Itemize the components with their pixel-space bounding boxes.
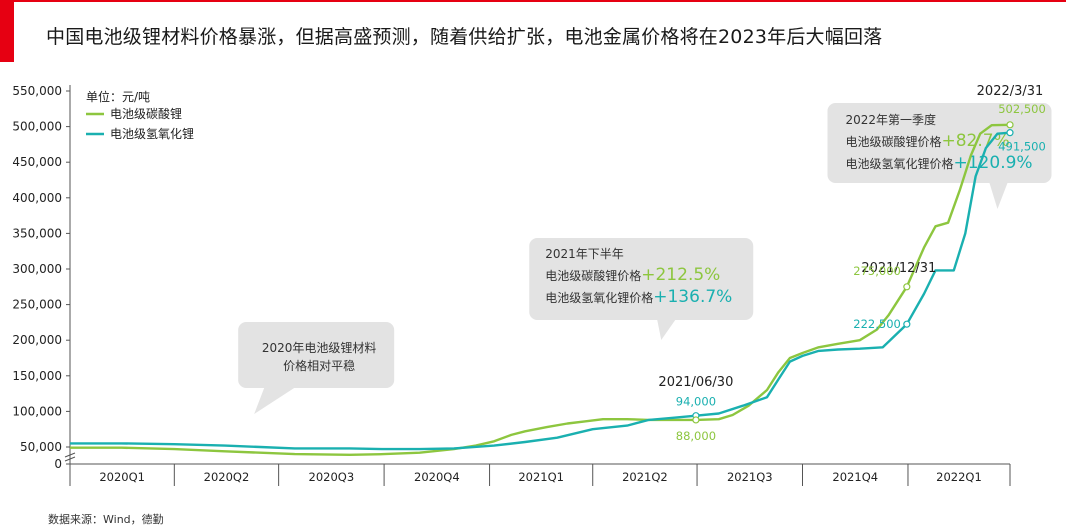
- y-tick-label: 250,000: [12, 298, 62, 312]
- y-tick-label: 550,000: [12, 84, 62, 98]
- y-tick-label: 0: [54, 457, 62, 471]
- legend-label: 电池级碳酸锂: [110, 106, 182, 121]
- y-tick-label: 50,000: [20, 440, 62, 454]
- callout-row-value: +136.7%: [653, 287, 732, 307]
- y-tick-label: 100,000: [12, 404, 62, 418]
- annotation-marker: [693, 417, 699, 423]
- annotation-value: 491,500: [998, 140, 1046, 154]
- y-tick-label: 350,000: [12, 226, 62, 240]
- x-category-label: 2021Q3: [727, 470, 773, 484]
- annotation-value: 275,000: [853, 264, 901, 278]
- callout-heading: 2022年第一季度: [845, 112, 936, 127]
- x-category-label: 2020Q3: [309, 470, 355, 484]
- x-category-label: 2022Q1: [936, 470, 982, 484]
- callout-row-label: 电池级氢氧化锂价格: [845, 156, 953, 171]
- y-tick-label: 200,000: [12, 333, 62, 347]
- annotation-value: 502,500: [998, 102, 1046, 116]
- annotation-value: 94,000: [676, 395, 716, 409]
- annotation-marker: [904, 284, 910, 290]
- y-tick-label: 500,000: [12, 120, 62, 134]
- x-category-label: 2021Q4: [832, 470, 878, 484]
- annotation-date: 2021/06/30: [658, 375, 733, 390]
- y-tick-label: 400,000: [12, 191, 62, 205]
- callout-row-label: 电池级氢氧化锂价格: [545, 290, 653, 305]
- annotation-marker: [1007, 122, 1013, 128]
- annotation-value: 88,000: [676, 429, 716, 443]
- x-category-label: 2021Q2: [622, 470, 668, 484]
- callout-line: 2020年电池级锂材料: [262, 340, 377, 355]
- callout-row-label: 电池级碳酸锂价格: [545, 268, 641, 283]
- annotation-value: 222,500: [853, 317, 901, 331]
- legend-label: 电池级氢氧化锂: [110, 126, 194, 141]
- annotation-date: 2022/3/31: [977, 84, 1044, 99]
- annotation-marker: [904, 321, 910, 327]
- unit-note: 单位：元/吨: [86, 89, 150, 104]
- annotation-marker: [1007, 130, 1013, 136]
- x-category-label: 2021Q1: [518, 470, 564, 484]
- x-category-label: 2020Q4: [414, 470, 460, 484]
- x-category-label: 2020Q1: [99, 470, 145, 484]
- x-category-label: 2020Q2: [204, 470, 250, 484]
- callout-row-label: 电池级碳酸锂价格: [845, 134, 941, 149]
- y-tick-label: 150,000: [12, 369, 62, 383]
- y-tick-label: 450,000: [12, 155, 62, 169]
- callout-row-value: +212.5%: [641, 265, 720, 285]
- callout-layer: 2020年电池级锂材料价格相对平稳2021年下半年电池级碳酸锂价格+212.5%…: [236, 103, 1051, 414]
- y-tick-label: 300,000: [12, 262, 62, 276]
- callout-heading: 2021年下半年: [545, 247, 624, 261]
- callout-line: 价格相对平稳: [283, 358, 355, 373]
